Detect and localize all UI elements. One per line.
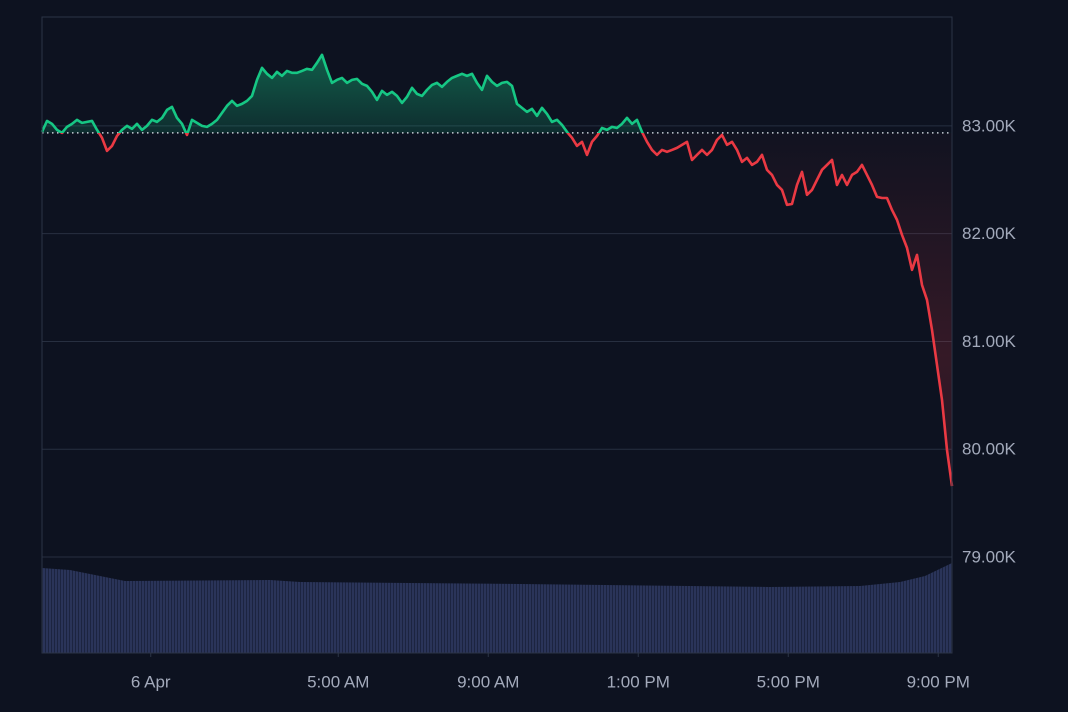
volume-bars xyxy=(42,563,952,653)
price-line xyxy=(40,53,954,487)
y-tick-label: 83.00K xyxy=(962,116,1017,135)
plot: 79.00K 80.00K 81.00K 82.00K 83.00K 6 Apr 5:00 … xyxy=(40,53,1017,691)
y-tick-label: 79.00K xyxy=(962,548,1017,567)
x-tick-label: 1:00 PM xyxy=(607,672,670,691)
x-tick-label: 6 Apr xyxy=(131,672,171,691)
x-tick-label: 9:00 AM xyxy=(457,672,519,691)
x-tick-label: 5:00 AM xyxy=(307,672,369,691)
plot-frame xyxy=(41,16,953,654)
x-tick-label: 5:00 PM xyxy=(757,672,820,691)
x-tick-label: 9:00 PM xyxy=(907,672,970,691)
y-tick-label: 80.00K xyxy=(962,440,1017,459)
y-tick-label: 81.00K xyxy=(962,332,1017,351)
y-tick-label: 82.00K xyxy=(962,224,1017,243)
